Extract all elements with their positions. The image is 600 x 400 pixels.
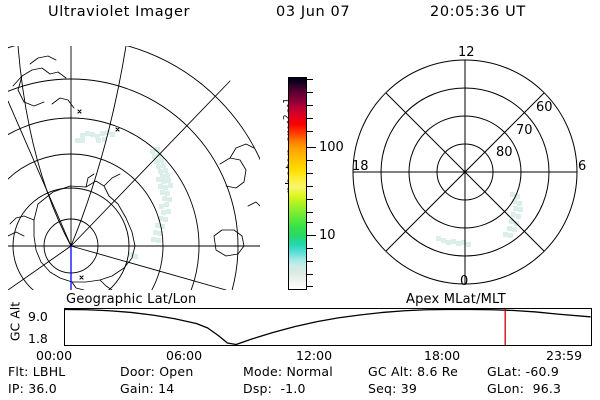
colorbar-tick [307,131,313,132]
colorbar-tick [307,105,313,106]
mlt-dial-svg [352,59,578,285]
meridian-lines [8,46,260,290]
status-glon: GLon: 96.3 [487,381,562,396]
header-bar: Ultraviolet Imager 03 Jun 07 20:05:36 UT [0,4,600,30]
colorbar-tick [307,261,313,262]
colorbar-tick [307,118,313,119]
status-door: Door: Open [120,364,194,379]
observation-date: 03 Jun 07 [276,4,351,20]
colorbar-tick-major [307,147,316,148]
mlt-panel-caption: Apex MLat/MLT [406,292,506,307]
mlat-label-80: 80 [496,145,513,160]
colorbar-tick [307,160,313,161]
colorbar-tick [307,212,313,213]
status-flt: Flt: LBHL [8,364,66,379]
colorbar-tick-major [307,235,316,236]
orbit-y-axis-label: GC Alt [7,301,23,342]
orbit-xtick: 00:00 [36,348,73,363]
status-seq: Seq: 39 [368,381,418,396]
colorbar-label-low: 10 [319,228,336,243]
observation-time: 20:05:36 UT [430,4,526,20]
orbit-plot-svg [64,308,592,346]
mlt-spokes [353,60,577,284]
colorbar-tick [307,199,313,200]
orbit-ytick-high: 9.0 [28,309,48,324]
orbit-plot-frame [64,308,592,346]
status-ip: IP: 36.0 [8,381,57,396]
status-mode: Mode: Normal [243,364,333,379]
mlt-dial-panel[interactable]: 12 18 6 0 60 70 80 [336,44,594,294]
colorbar-label-high: 100 [319,140,344,155]
colorbar-tick [307,222,313,223]
colorbar-tick [307,286,313,287]
aurora-emission-overlay-mlt [436,192,523,247]
mlt-label-12: 12 [458,45,475,60]
status-glat: GLat: -60.9 [487,364,559,379]
aurora-emission-overlay [75,130,173,259]
instrument-title: Ultraviolet Imager [48,4,191,20]
status-gc-alt: GC Alt: 8.6 Re [368,364,458,379]
orbit-xtick: 06:00 [166,348,203,363]
colorbar-tick [307,248,313,249]
colorbar-gradient [288,77,307,290]
mlt-label-6: 6 [578,159,587,174]
status-dsp: Dsp: -1.0 [243,381,306,396]
orbit-xtick: 18:00 [424,348,461,363]
orbit-x-axis: 00:00 06:00 12:00 18:00 23:59 [0,348,600,366]
geographic-map-svg [8,46,260,290]
geographic-map-panel[interactable] [8,46,260,290]
geographic-panel-caption: Geographic Lat/Lon [66,292,197,307]
mlat-label-60: 60 [536,100,553,115]
orbit-altitude-chart[interactable]: GC Alt 9.0 1.8 00:00 06:00 12:00 18:00 2… [0,302,600,362]
colorbar-tick [307,274,313,275]
mlt-label-0: 0 [460,274,469,289]
station-markers [77,109,120,280]
colorbar-tick [307,92,313,93]
orbit-ytick-low: 1.8 [28,331,48,346]
mlt-label-18: 18 [352,159,369,174]
orbit-xtick: 23:59 [546,348,583,363]
colorbar-tick [307,79,313,80]
orbit-altitude-curve [64,308,591,346]
mlat-label-70: 70 [516,123,533,138]
coastline-outlines [8,55,260,290]
colorbar-tick [307,186,313,187]
status-gain: Gain: 14 [120,381,175,396]
status-footer: Flt: LBHL Door: Open Mode: Normal GC Alt… [0,364,600,400]
orbit-xtick: 12:00 [296,348,333,363]
colorbar-tick [307,173,313,174]
colorbar-group[interactable]: photon cm-2s-1 100 10 [262,46,344,296]
